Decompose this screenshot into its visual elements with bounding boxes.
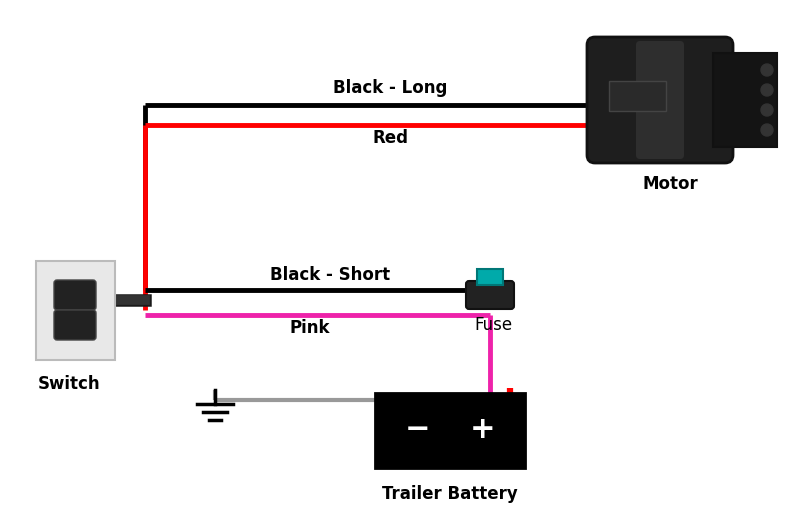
Circle shape — [761, 84, 773, 96]
Text: Black - Long: Black - Long — [333, 79, 447, 97]
FancyBboxPatch shape — [713, 53, 777, 147]
FancyBboxPatch shape — [636, 41, 684, 159]
Text: Red: Red — [372, 129, 408, 147]
Circle shape — [761, 64, 773, 76]
Bar — [375, 393, 525, 468]
FancyBboxPatch shape — [609, 81, 666, 111]
Circle shape — [761, 124, 773, 136]
Text: Black - Short: Black - Short — [270, 266, 390, 284]
FancyBboxPatch shape — [477, 269, 503, 285]
Circle shape — [761, 104, 773, 116]
FancyBboxPatch shape — [466, 281, 514, 309]
Text: −: − — [404, 415, 430, 444]
Text: Switch: Switch — [38, 375, 101, 393]
Text: Trailer Battery: Trailer Battery — [382, 485, 518, 503]
FancyBboxPatch shape — [36, 261, 115, 360]
FancyBboxPatch shape — [587, 37, 733, 163]
FancyBboxPatch shape — [54, 280, 96, 310]
FancyBboxPatch shape — [54, 310, 96, 340]
Text: Pink: Pink — [290, 319, 330, 337]
Text: +: + — [470, 415, 496, 444]
Text: Motor: Motor — [642, 175, 698, 193]
Text: Fuse: Fuse — [474, 316, 512, 334]
